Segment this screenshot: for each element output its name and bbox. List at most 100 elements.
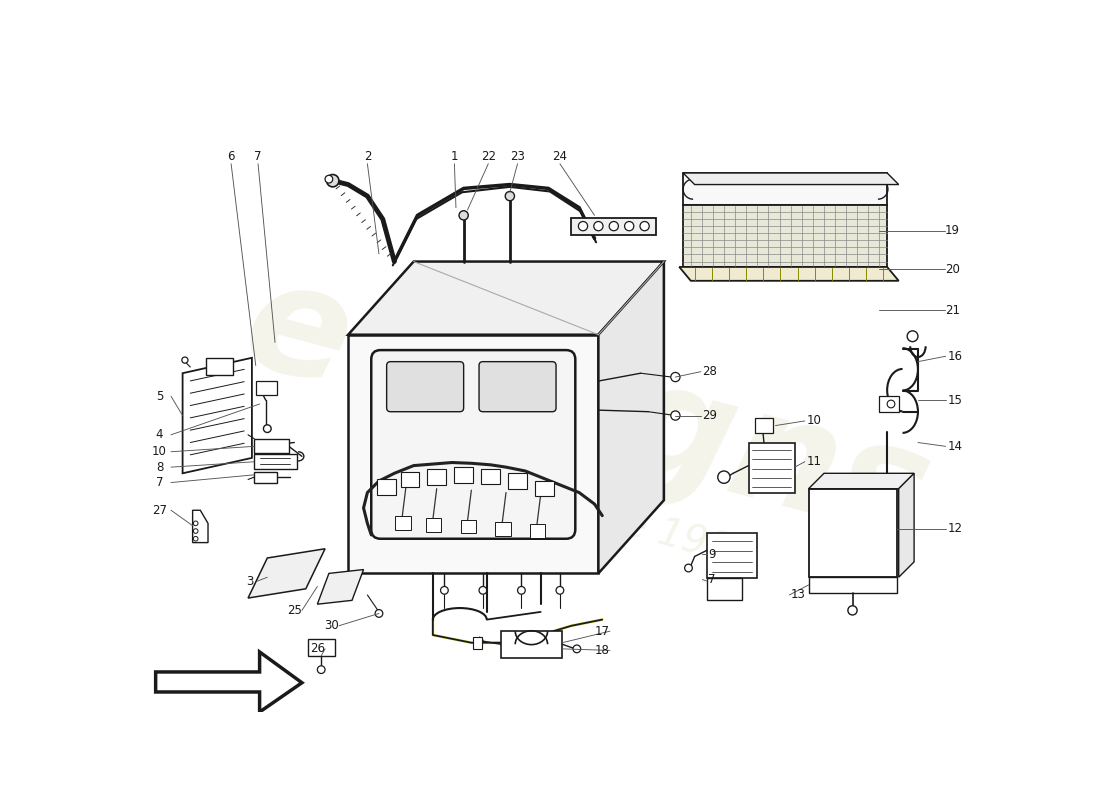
Text: 7: 7 (254, 150, 262, 162)
Circle shape (557, 586, 564, 594)
Text: 5: 5 (156, 390, 163, 403)
Bar (377, 479, 396, 495)
Text: 3: 3 (246, 574, 253, 587)
Text: 7: 7 (156, 476, 163, 489)
Text: 14: 14 (947, 440, 962, 453)
Polygon shape (808, 474, 914, 489)
Bar (707, 534, 757, 578)
Circle shape (717, 471, 730, 483)
Text: 24: 24 (552, 150, 568, 162)
Bar (454, 467, 473, 482)
FancyBboxPatch shape (387, 362, 464, 412)
Text: 18: 18 (595, 644, 609, 657)
Text: 17: 17 (595, 625, 609, 638)
Bar (808, 578, 898, 593)
Circle shape (671, 411, 680, 420)
Circle shape (459, 210, 469, 220)
Polygon shape (414, 262, 664, 500)
Circle shape (194, 537, 198, 541)
Bar (426, 518, 441, 532)
Text: 28: 28 (703, 365, 717, 378)
Bar (572, 218, 656, 234)
Polygon shape (899, 474, 914, 578)
Text: 30: 30 (323, 619, 339, 632)
Polygon shape (318, 570, 363, 604)
Text: 8: 8 (156, 461, 163, 474)
Text: 12: 12 (947, 522, 962, 535)
Text: a passion since 1985: a passion since 1985 (353, 433, 759, 575)
Text: 11: 11 (806, 455, 822, 468)
Text: 2: 2 (364, 150, 371, 162)
Text: 15: 15 (947, 394, 962, 406)
Text: eurogns: eurogns (229, 249, 945, 574)
Bar (495, 522, 510, 536)
Circle shape (887, 400, 895, 408)
Circle shape (182, 357, 188, 363)
Bar (482, 469, 499, 484)
Circle shape (375, 610, 383, 618)
Polygon shape (683, 173, 899, 185)
Bar (749, 442, 795, 493)
Circle shape (440, 586, 449, 594)
Polygon shape (348, 262, 664, 334)
Polygon shape (156, 652, 301, 712)
Circle shape (318, 666, 326, 674)
Text: 23: 23 (510, 150, 525, 162)
FancyBboxPatch shape (480, 362, 556, 412)
Text: 10: 10 (152, 446, 167, 458)
Circle shape (573, 645, 581, 653)
Text: 4: 4 (156, 428, 163, 442)
Bar (254, 438, 289, 453)
Bar (395, 517, 410, 530)
Circle shape (594, 222, 603, 230)
Text: 13: 13 (791, 589, 806, 602)
Bar (254, 472, 277, 482)
Bar (308, 639, 336, 656)
Bar (508, 474, 527, 489)
Circle shape (640, 222, 649, 230)
Polygon shape (348, 334, 598, 574)
Circle shape (505, 191, 515, 201)
Text: 22: 22 (481, 150, 496, 162)
Polygon shape (249, 549, 326, 598)
Text: 6: 6 (228, 150, 235, 162)
Bar (206, 358, 232, 374)
Circle shape (609, 222, 618, 230)
Bar (536, 481, 553, 496)
Bar (530, 524, 546, 538)
Text: 9: 9 (707, 548, 715, 561)
Bar (880, 396, 899, 412)
Text: 7: 7 (707, 573, 715, 586)
Text: 20: 20 (945, 262, 960, 276)
Circle shape (480, 586, 487, 594)
Circle shape (684, 564, 692, 572)
Circle shape (908, 331, 917, 342)
Bar (808, 489, 898, 578)
Text: 27: 27 (152, 504, 167, 517)
Text: 1: 1 (451, 150, 459, 162)
Polygon shape (183, 358, 252, 474)
Bar (683, 206, 888, 267)
Bar (473, 637, 482, 649)
Bar (255, 381, 277, 394)
Circle shape (625, 222, 634, 230)
FancyBboxPatch shape (372, 350, 575, 538)
Text: 19: 19 (945, 224, 960, 238)
Circle shape (327, 174, 339, 187)
Circle shape (264, 425, 272, 433)
Circle shape (518, 586, 526, 594)
Bar (428, 470, 446, 485)
Bar (400, 472, 419, 487)
Bar (755, 418, 773, 434)
Text: 26: 26 (310, 642, 324, 655)
Polygon shape (598, 262, 664, 574)
Polygon shape (680, 267, 899, 281)
Text: 25: 25 (287, 604, 301, 617)
Text: 10: 10 (806, 414, 822, 427)
Bar (683, 173, 888, 206)
Bar (707, 578, 741, 599)
Bar (461, 519, 476, 534)
Text: 21: 21 (945, 303, 960, 317)
Text: 16: 16 (947, 350, 962, 362)
Circle shape (671, 373, 680, 382)
